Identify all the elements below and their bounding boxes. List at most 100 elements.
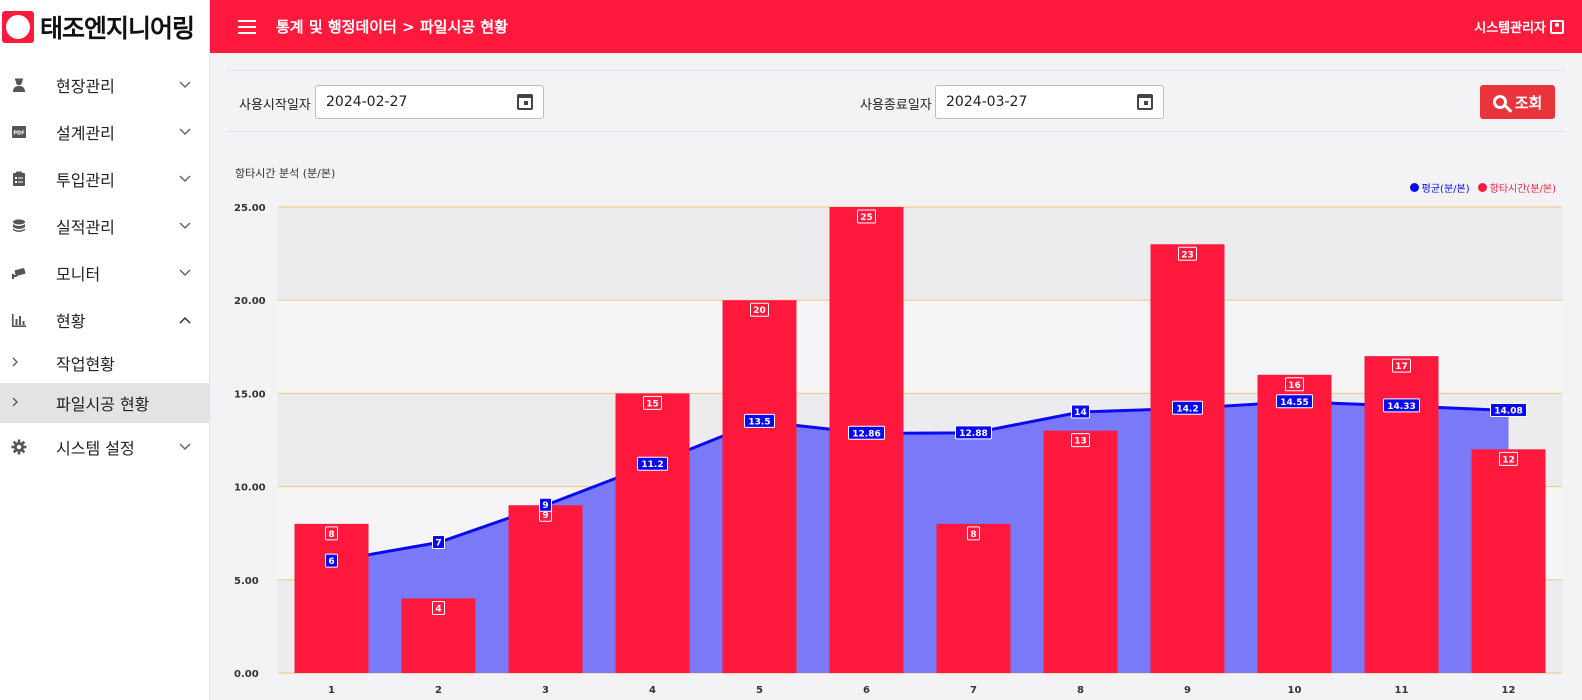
bar-chart: 0.005.0010.0015.0020.0025.00849152025813… (234, 203, 1562, 696)
bar-label-box (1499, 451, 1518, 466)
worker-icon (10, 76, 28, 94)
sidebar-subitem-label: 작업현황 (56, 355, 115, 374)
legend-swatch (1477, 183, 1487, 192)
chevron-down-icon (179, 441, 191, 453)
bar (829, 207, 904, 673)
sidebar-subitem-pile-status[interactable]: 파일시공 현황 (0, 383, 209, 423)
end-date-label: 사용종료일자 (860, 98, 932, 113)
bar-label-box (1392, 358, 1411, 373)
pdf-icon: PDF (10, 123, 28, 141)
sidebar-item-status[interactable]: 현황 (0, 296, 209, 343)
average-label: 12.86 (852, 429, 880, 439)
sidebar-subitem-label: 파일시공 현황 (56, 395, 150, 414)
sidebar-item-site[interactable]: 현장관리 (0, 61, 209, 108)
bar (722, 300, 797, 673)
average-label-box (955, 425, 992, 440)
calendar-icon[interactable] (517, 94, 533, 110)
chart-legend: 평균(분/본) 항타시간(분/본) (1402, 180, 1556, 195)
chevron-down-icon (179, 173, 191, 185)
search-icon (1492, 95, 1507, 109)
sidebar-item-performance[interactable]: 실적관리 (0, 202, 209, 249)
x-tick-label: 12 (1502, 685, 1516, 696)
average-label: 14 (1074, 408, 1087, 418)
y-tick-label: 20.00 (234, 296, 266, 307)
bar (1150, 244, 1225, 673)
chevron-right-icon (12, 356, 22, 370)
sidebar-item-design[interactable]: PDF 설계관리 (0, 108, 209, 155)
end-date-value: 2024-03-27 (946, 94, 1028, 110)
average-label-box (744, 413, 775, 428)
menu-toggle-icon[interactable] (238, 19, 256, 34)
average-label: 14.2 (1176, 404, 1198, 414)
x-tick-label: 5 (756, 685, 763, 696)
gear-icon (10, 438, 28, 456)
sidebar-item-label: 투입관리 (56, 170, 115, 190)
bar-label: 23 (1181, 250, 1194, 260)
sidebar-item-label: 모니터 (56, 264, 101, 284)
filter-bar: 사용시작일자 2024-02-27 사용종료일자 2024-03-27 조회 (227, 70, 1565, 132)
user-name: 시스템관리자 (1474, 21, 1546, 36)
end-date-input[interactable]: 2024-03-27 (935, 85, 1164, 119)
y-tick-label: 15.00 (234, 389, 266, 400)
sidebar-item-input[interactable]: 투입관리 (0, 155, 209, 202)
x-tick-label: 3 (542, 685, 549, 696)
bar-label: 16 (1288, 381, 1301, 391)
legend-item-average[interactable]: 평균(분/본) (1409, 180, 1470, 195)
legend-label: 항타시간(분/본) (1489, 184, 1556, 195)
y-tick-label: 0.00 (234, 669, 259, 680)
chart-title: 항타시간 분석 (분/본) (235, 167, 336, 180)
search-button-label: 조회 (1514, 93, 1543, 112)
start-date-input[interactable]: 2024-02-27 (315, 85, 544, 119)
chevron-down-icon (179, 126, 191, 138)
x-tick-label: 8 (1077, 685, 1084, 696)
bar-label-box (643, 395, 662, 410)
average-label-box (1383, 398, 1420, 413)
chevron-down-icon (179, 220, 191, 232)
sidebar-subitem-work-status[interactable]: 작업현황 (0, 343, 209, 383)
sidebar-menu: 현장관리 PDF 설계관리 투입관리 실적 (0, 61, 209, 470)
bar-label: 8 (970, 530, 976, 540)
x-tick-label: 2 (435, 685, 442, 696)
bar-chart-icon (10, 311, 28, 329)
start-date-value: 2024-02-27 (326, 94, 408, 110)
chevron-down-icon (179, 79, 191, 91)
average-label: 6 (328, 557, 334, 567)
chevron-down-icon (179, 267, 191, 279)
average-label-box (1172, 400, 1203, 415)
brand-logo[interactable]: 태조엔지니어링 (0, 0, 209, 53)
bar (1471, 449, 1546, 673)
average-label-box (1490, 403, 1527, 418)
average-label: 14.55 (1280, 398, 1308, 408)
database-icon (10, 217, 28, 235)
bar (1043, 430, 1118, 673)
bar (508, 505, 583, 673)
bar-label: 8 (328, 530, 334, 540)
average-label: 12.88 (959, 429, 987, 439)
legend-item-driving-time[interactable]: 항타시간(분/본) (1477, 180, 1556, 195)
sidebar-item-settings[interactable]: 시스템 설정 (0, 423, 209, 470)
breadcrumb: 통계 및 행정데이터 > 파일시공 현황 (276, 18, 508, 36)
average-label-box (848, 425, 885, 440)
sidebar-item-monitor[interactable]: 모니터 (0, 249, 209, 296)
average-label-box (539, 497, 552, 512)
user-menu[interactable]: 시스템관리자 (1474, 0, 1564, 53)
average-label-box (325, 553, 338, 568)
average-label: 14.08 (1494, 407, 1522, 417)
average-label-box (1071, 404, 1090, 419)
search-button[interactable]: 조회 (1480, 85, 1555, 119)
y-tick-label: 5.00 (234, 576, 259, 587)
average-label: 7 (435, 539, 441, 549)
bar-label-box (432, 600, 445, 615)
calendar-icon[interactable] (1137, 94, 1153, 110)
legend-swatch (1409, 183, 1419, 192)
average-label: 11.2 (641, 460, 663, 470)
sidebar: 태조엔지니어링 현장관리 PDF 설계관리 투입관리 (0, 0, 210, 700)
grid-band (278, 207, 1562, 301)
bar-label-box (967, 526, 980, 541)
bar-label: 13 (1074, 437, 1087, 447)
sidebar-item-label: 현황 (56, 311, 86, 331)
x-tick-label: 10 (1288, 685, 1302, 696)
bar-label-box (1178, 246, 1197, 261)
x-tick-label: 6 (863, 685, 870, 696)
